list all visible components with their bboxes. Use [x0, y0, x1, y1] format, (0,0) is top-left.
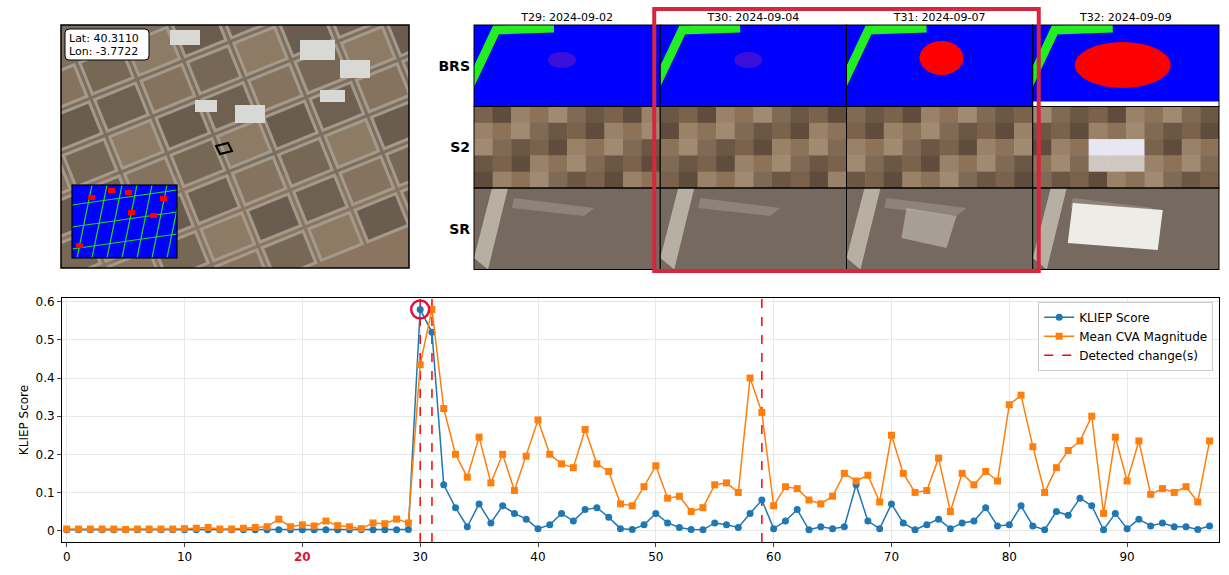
svg-text:S2: S2 [450, 139, 470, 155]
svg-text:70: 70 [884, 550, 899, 564]
svg-text:T31: 2024-09-07: T31: 2024-09-07 [893, 11, 986, 24]
svg-text:50: 50 [648, 550, 663, 564]
svg-text:0.4: 0.4 [36, 371, 55, 385]
svg-text:40: 40 [530, 550, 545, 564]
svg-text:KLIEP Score: KLIEP Score [17, 385, 31, 455]
svg-text:90: 90 [1119, 550, 1134, 564]
svg-text:T29: 2024-09-02: T29: 2024-09-02 [520, 11, 613, 24]
svg-text:10: 10 [177, 550, 192, 564]
svg-text:Mean CVA Magnitude: Mean CVA Magnitude [1079, 330, 1207, 344]
svg-text:T30: 2024-09-04: T30: 2024-09-04 [706, 11, 799, 24]
svg-text:80: 80 [1002, 550, 1017, 564]
svg-text:0: 0 [47, 524, 55, 538]
svg-text:30: 30 [413, 550, 428, 564]
svg-text:Detected change(s): Detected change(s) [1079, 349, 1198, 363]
svg-text:Lat: 40.3110: Lat: 40.3110 [69, 32, 139, 45]
svg-text:20: 20 [294, 550, 311, 564]
svg-text:SR: SR [449, 221, 470, 237]
svg-text:T32: 2024-09-09: T32: 2024-09-09 [1079, 11, 1172, 24]
svg-text:0.6: 0.6 [36, 295, 55, 309]
svg-text:KLIEP Score: KLIEP Score [1079, 311, 1149, 325]
svg-text:0.2: 0.2 [36, 448, 55, 462]
svg-text:60: 60 [766, 550, 781, 564]
svg-text:0.1: 0.1 [36, 486, 55, 500]
svg-text:Lon: -3.7722: Lon: -3.7722 [69, 45, 138, 58]
svg-text:0: 0 [63, 550, 71, 564]
svg-text:0.5: 0.5 [36, 333, 55, 347]
svg-text:BRS: BRS [438, 58, 470, 74]
svg-text:0.3: 0.3 [36, 409, 55, 423]
